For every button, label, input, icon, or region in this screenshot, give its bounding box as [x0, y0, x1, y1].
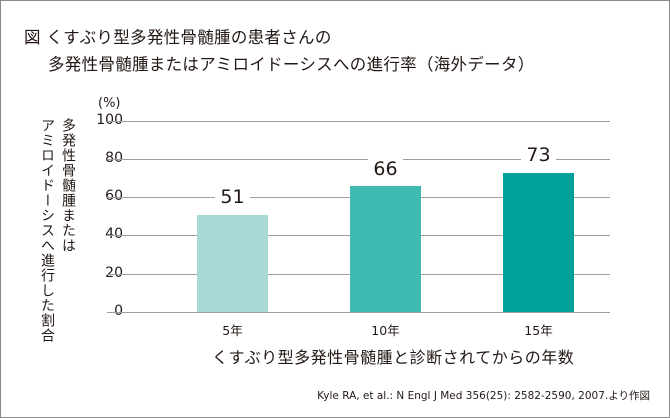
- y-tick-60: 60: [105, 188, 123, 204]
- y-tick-20: 20: [105, 265, 123, 281]
- value-label-10-years: 66: [350, 158, 421, 180]
- gridline-80: [107, 159, 610, 160]
- chart-title-line1: 図 くすぶり型多発性骨髄腫の患者さんの: [24, 28, 332, 47]
- value-label-5-years: 51: [197, 186, 268, 208]
- y-axis-label-col2: アミロイドーシスへ進行した割合: [39, 118, 55, 343]
- bar-5-years: [197, 215, 268, 312]
- x-axis-label: くすぶり型多発性骨髄腫と診断されてからの年数: [212, 348, 575, 367]
- bar-15-years: [503, 173, 574, 312]
- y-tick-40: 40: [105, 226, 123, 242]
- source-citation: Kyle RA, et al.: N Engl J Med 356(25): 2…: [317, 390, 650, 402]
- x-tick-5-years: 5年: [222, 323, 243, 338]
- y-tick-80: 80: [105, 150, 123, 166]
- y-tick-100: 100: [96, 112, 123, 128]
- x-tick-15-years: 15年: [524, 323, 553, 338]
- y-axis-unit: (%): [98, 96, 121, 111]
- x-axis-baseline: [107, 312, 610, 313]
- gridline-100: [107, 121, 610, 122]
- bar-10-years: [350, 186, 421, 312]
- x-tick-10-years: 10年: [371, 323, 400, 338]
- y-axis-label-col1: 多発性骨髄腫または: [60, 118, 76, 253]
- chart-title-line2: 多発性骨髄腫またはアミロイドーシスへの進行率（海外データ）: [48, 55, 535, 74]
- value-label-15-years: 73: [503, 144, 574, 166]
- y-tick-0: 0: [114, 303, 123, 319]
